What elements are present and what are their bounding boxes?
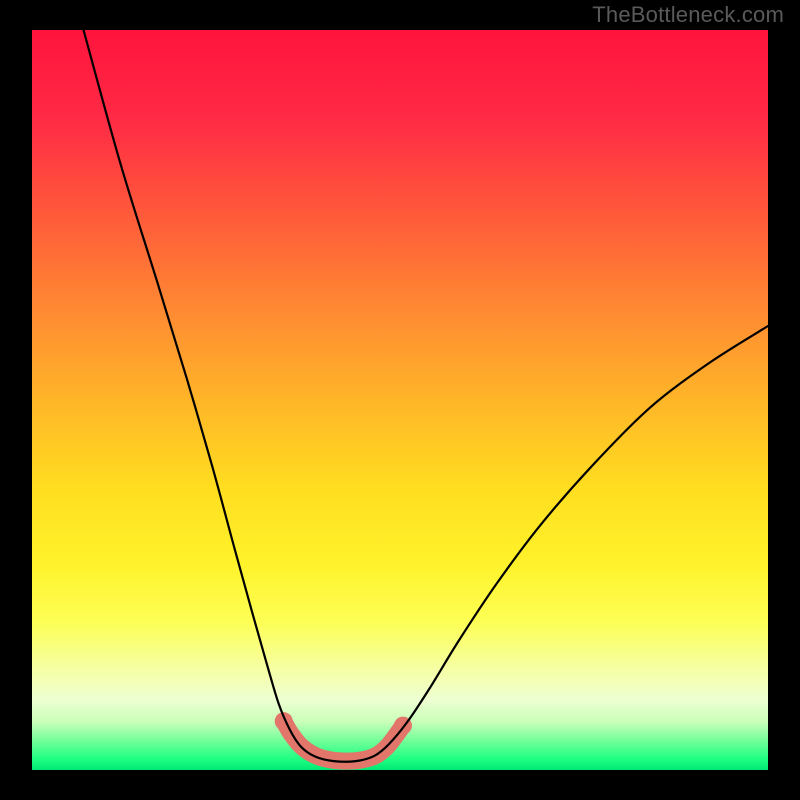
- chart-canvas: TheBottleneck.com: [0, 0, 800, 800]
- bottleneck-curve-chart: [0, 0, 800, 800]
- watermark-text: TheBottleneck.com: [592, 2, 784, 28]
